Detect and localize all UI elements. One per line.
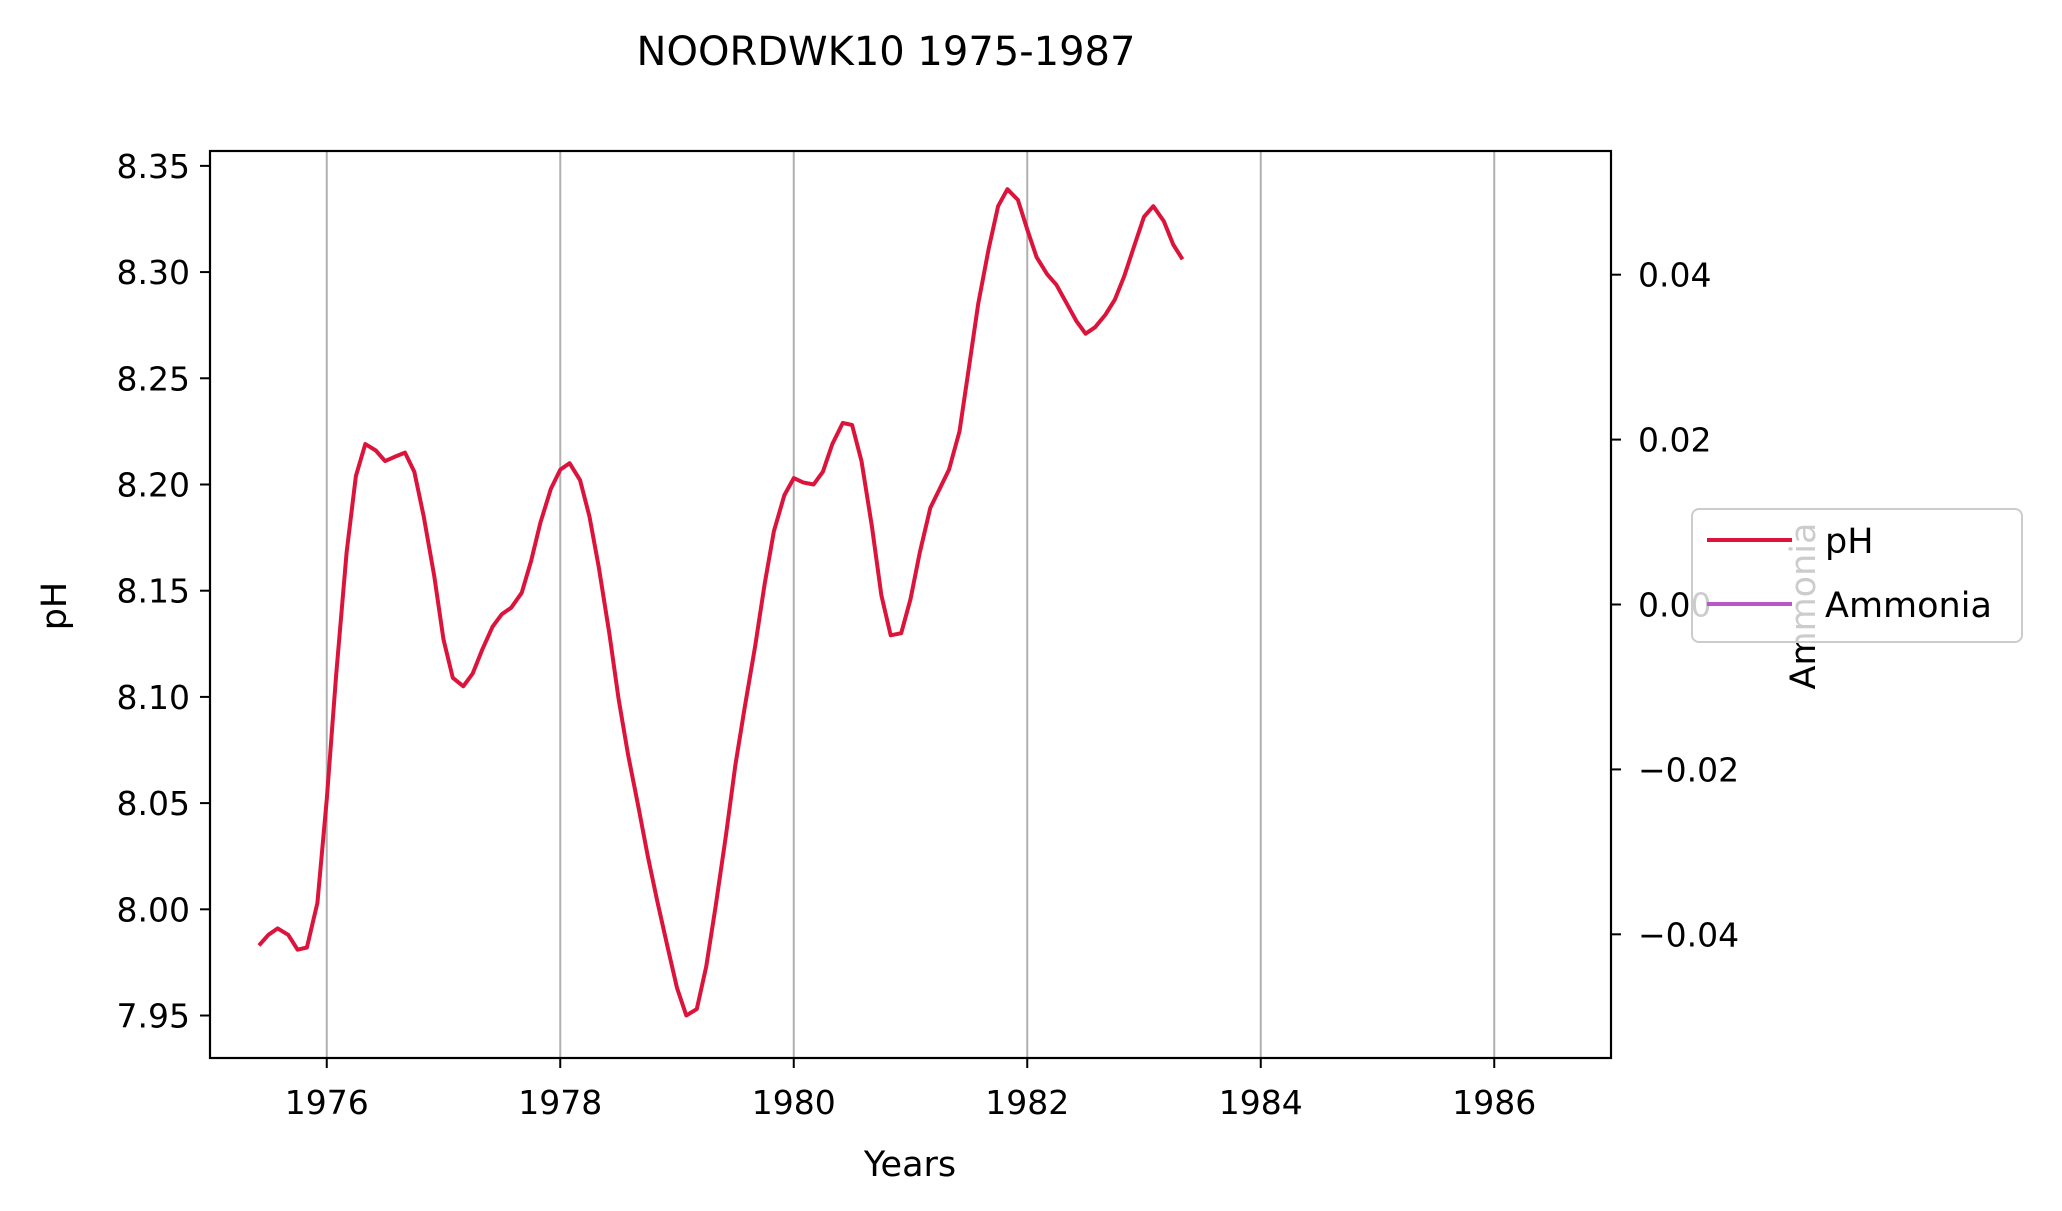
y2-axis-ticks: −0.04−0.020.000.020.04: [1611, 256, 1739, 954]
series-line-ph: [257, 187, 1185, 1018]
y-tick-label: 8.15: [117, 572, 190, 611]
y-tick-label: 8.30: [117, 253, 190, 292]
legend: pH Ammonia: [1691, 508, 2023, 643]
y-tick-label: 8.35: [117, 147, 190, 186]
y-tick-label: 8.10: [117, 678, 190, 717]
y2-tick-label: 0.04: [1638, 256, 1711, 295]
y2-tick-label: −0.02: [1638, 750, 1739, 789]
y-tick-label: 8.25: [117, 359, 190, 398]
y2-tick-label: 0.02: [1638, 421, 1711, 460]
chart-title: NOORDWK10 1975-1987: [637, 29, 1136, 75]
legend-box: [1691, 508, 2023, 643]
grid-lines: [325, 151, 1496, 1058]
y-tick-label: 7.95: [117, 997, 190, 1036]
legend-label-ph: pH: [1825, 522, 1874, 562]
y2-tick-label: −0.04: [1638, 915, 1739, 954]
x-axis-title: Years: [863, 1145, 956, 1185]
x-tick-label: 1982: [985, 1083, 1069, 1122]
x-tick-label: 1978: [518, 1083, 602, 1122]
legend-label-ammonia: Ammonia: [1825, 586, 1992, 626]
y-tick-label: 8.20: [117, 465, 190, 504]
y-tick-label: 8.00: [117, 890, 190, 929]
x-axis-ticks: 1976 1978 1980 1982 1984 1986: [285, 1058, 1536, 1122]
plot-frame: [208, 149, 1613, 1060]
x-tick-label: 1976: [285, 1083, 369, 1122]
x-tick-label: 1986: [1452, 1083, 1536, 1122]
plot-series: [257, 187, 1185, 1018]
x-tick-label: 1980: [752, 1083, 836, 1122]
y-tick-label: 8.05: [117, 784, 190, 823]
y-axis-title: pH: [35, 582, 75, 631]
x-tick-label: 1984: [1219, 1083, 1303, 1122]
y-axis-ticks: 7.95 8.00 8.05 8.10 8.15 8.20 8.25 8.30 8.35: [117, 147, 210, 1036]
